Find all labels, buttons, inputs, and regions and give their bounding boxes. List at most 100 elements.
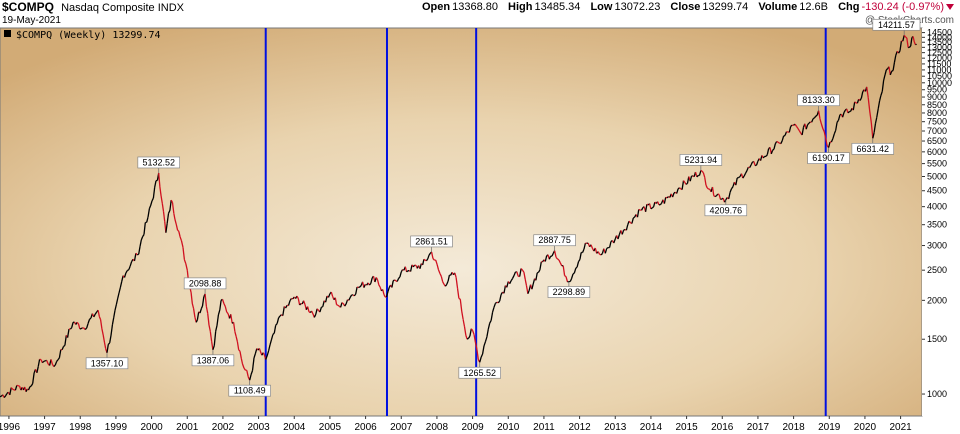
price-segment bbox=[165, 223, 168, 233]
price-segment bbox=[57, 357, 60, 361]
price-segment bbox=[321, 306, 324, 308]
price-segment bbox=[830, 138, 834, 143]
price-segment bbox=[808, 121, 811, 124]
price-segment bbox=[711, 186, 715, 196]
annotation-box bbox=[458, 366, 501, 379]
x-tick-label: 2010 bbox=[497, 422, 520, 433]
annotation-label: 1357.10 bbox=[91, 358, 124, 368]
price-segment bbox=[880, 91, 883, 96]
price-segment bbox=[797, 128, 800, 132]
y-tick-label: 3000 bbox=[927, 241, 947, 251]
price-segment bbox=[870, 122, 874, 139]
price-segment bbox=[253, 353, 257, 359]
index-name: Nasdaq Composite bbox=[61, 2, 155, 14]
price-segment bbox=[503, 285, 507, 294]
y-tick-label: 13000 bbox=[927, 42, 952, 52]
y-tick-label: 6500 bbox=[927, 136, 947, 146]
price-segment bbox=[327, 293, 331, 298]
price-segment bbox=[143, 222, 146, 235]
price-segment bbox=[494, 301, 498, 304]
price-segment bbox=[107, 342, 111, 345]
open-value: 13368.80 bbox=[452, 1, 498, 13]
y-tick-label: 11000 bbox=[927, 65, 951, 75]
series-swatch bbox=[4, 30, 11, 37]
price-segment bbox=[140, 236, 144, 241]
x-tick-label: 2012 bbox=[568, 422, 591, 433]
price-segment bbox=[913, 41, 917, 45]
annotation-label: 4209.76 bbox=[710, 205, 743, 215]
price-segment bbox=[521, 269, 525, 273]
price-segment bbox=[905, 36, 908, 39]
price-segment bbox=[182, 247, 186, 260]
x-tick-label: 1996 bbox=[0, 422, 20, 433]
price-segment bbox=[358, 286, 361, 289]
price-segment bbox=[17, 385, 20, 387]
price-segment bbox=[631, 217, 634, 224]
price-segment bbox=[219, 300, 222, 310]
price-segment bbox=[617, 234, 621, 240]
price-segment bbox=[3, 395, 7, 398]
price-segment bbox=[89, 317, 92, 320]
price-segment bbox=[368, 283, 372, 286]
price-segment bbox=[532, 278, 536, 285]
price-segment bbox=[387, 287, 390, 292]
annotation-box bbox=[679, 154, 723, 166]
price-segment bbox=[665, 196, 668, 199]
price-segment bbox=[430, 251, 434, 259]
y-tick-label: 6000 bbox=[927, 147, 947, 157]
price-segment bbox=[249, 374, 252, 381]
price-segment bbox=[275, 323, 278, 326]
annotation-label: 1265.52 bbox=[463, 368, 496, 378]
price-segment bbox=[648, 203, 652, 210]
price-segment bbox=[238, 349, 241, 352]
price-segment bbox=[837, 114, 841, 121]
annotation-box bbox=[872, 18, 921, 31]
price-segment bbox=[37, 359, 41, 367]
price-segment bbox=[9, 387, 12, 396]
price-segment bbox=[41, 360, 45, 364]
price-segment bbox=[221, 299, 225, 304]
price-segment bbox=[5, 393, 8, 397]
price-segment bbox=[470, 328, 474, 331]
y-tick-label: 3500 bbox=[927, 220, 947, 230]
y-tick-label: 8500 bbox=[927, 100, 947, 110]
x-tick-label: 2007 bbox=[390, 422, 413, 433]
price-segment bbox=[382, 289, 385, 295]
price-segment bbox=[544, 255, 548, 262]
annotation-label: 2887.75 bbox=[538, 235, 571, 245]
price-segment bbox=[903, 34, 907, 38]
price-segment bbox=[160, 195, 163, 204]
y-tick-label: 10000 bbox=[927, 78, 952, 88]
annotation-label: 14211.57 bbox=[878, 20, 915, 30]
price-segment bbox=[531, 283, 534, 290]
price-segment bbox=[126, 269, 130, 272]
price-segment bbox=[170, 199, 174, 203]
price-segment bbox=[463, 326, 467, 336]
price-segment bbox=[428, 252, 431, 256]
price-segment bbox=[469, 328, 472, 337]
price-segment bbox=[200, 305, 204, 310]
price-segment bbox=[486, 328, 489, 338]
annotation-label: 6190.17 bbox=[812, 153, 845, 163]
price-segment bbox=[64, 335, 67, 346]
price-segment bbox=[224, 306, 228, 313]
price-segment bbox=[359, 285, 362, 288]
price-segment bbox=[27, 386, 31, 391]
annotation-box bbox=[228, 384, 271, 397]
annotation-label: 1108.49 bbox=[234, 386, 266, 396]
price-segment bbox=[898, 50, 901, 54]
price-segment bbox=[790, 124, 793, 127]
price-segment bbox=[872, 132, 875, 139]
y-tick-label: 9500 bbox=[927, 85, 947, 95]
y-tick-label: 1500 bbox=[927, 334, 947, 344]
y-tick-label: 4000 bbox=[927, 202, 947, 212]
price-segment bbox=[784, 131, 788, 136]
price-segment bbox=[349, 294, 353, 298]
price-segment bbox=[499, 294, 502, 302]
price-segment bbox=[487, 323, 491, 330]
annotation-label: 1387.06 bbox=[197, 355, 230, 365]
price-segment bbox=[241, 363, 245, 369]
price-segment bbox=[525, 285, 529, 294]
chg-value: -130.24 (-0.97%) bbox=[861, 1, 944, 13]
price-segment bbox=[391, 280, 394, 288]
